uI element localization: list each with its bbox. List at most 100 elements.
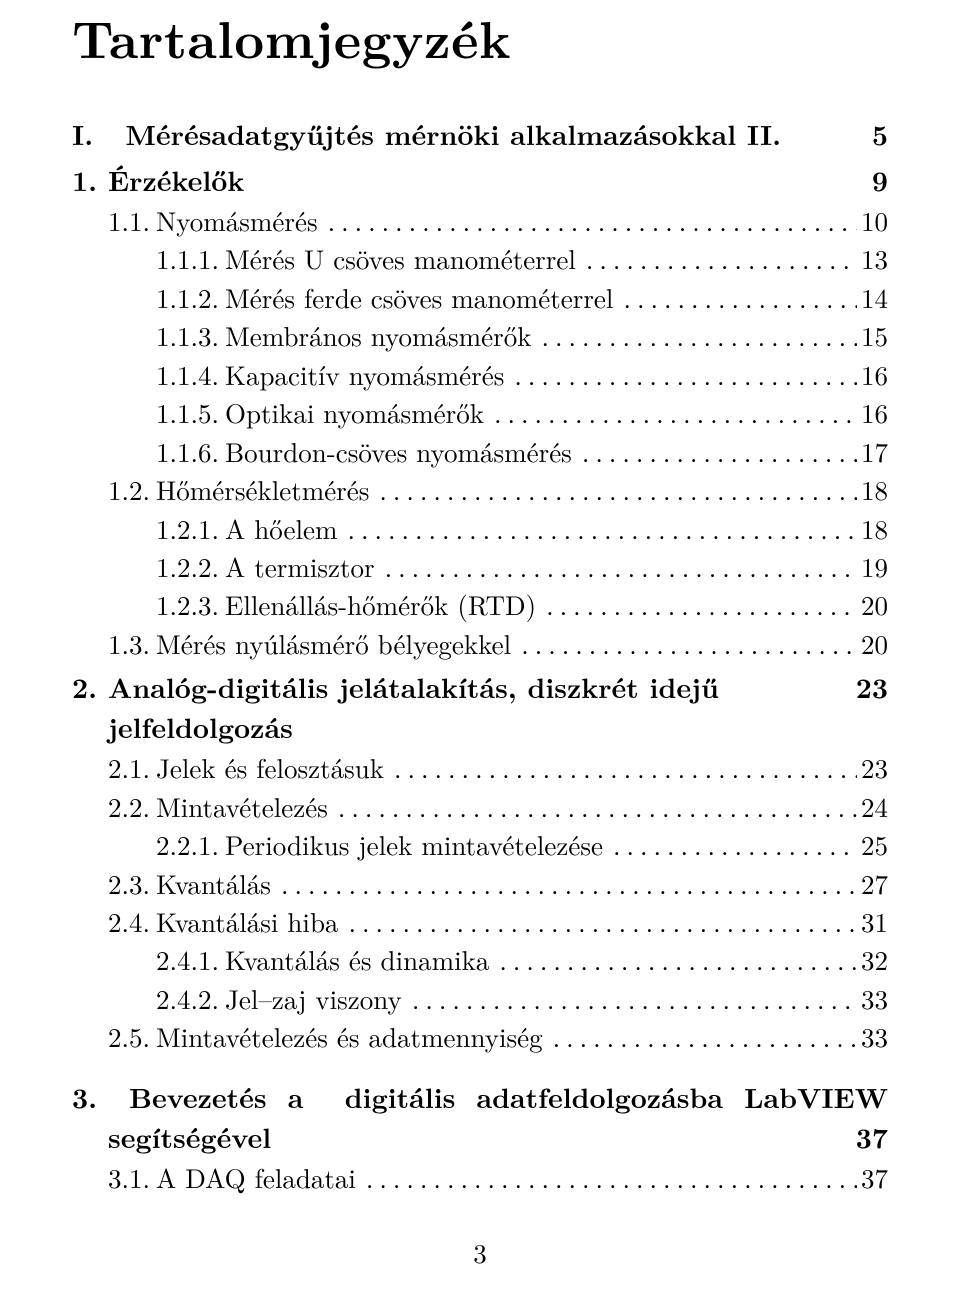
entry-number: 2.2.1. bbox=[156, 826, 219, 862]
chapter-title-line2: segítségével 37 bbox=[108, 1117, 888, 1157]
entry-title: A termisztor bbox=[225, 548, 375, 584]
toc-entry: 1.3.Mérés nyúlásmérő bélyegekkel........… bbox=[72, 625, 888, 661]
entry-title: Nyomásmérés bbox=[156, 202, 318, 238]
chapter-title: Analóg-digitális jelátalakítás, diszkrét… bbox=[108, 667, 800, 747]
chapter-title: Érzékelők bbox=[108, 160, 244, 200]
entry-page: 16 bbox=[857, 394, 888, 430]
entry-number: 2.4. bbox=[108, 903, 150, 939]
dot-leaders: ........................................… bbox=[402, 980, 857, 1016]
entry-page: 19 bbox=[857, 548, 888, 584]
entry-number: 1.1.5. bbox=[156, 394, 219, 430]
toc-entry: 1.1.6.Bourdon-csöves nyomásmérés........… bbox=[72, 433, 888, 469]
entry-page: 37 bbox=[857, 1159, 888, 1195]
chapter-page: 9 bbox=[844, 160, 888, 200]
entry-page: 10 bbox=[857, 202, 888, 238]
entry-number: 3.1. bbox=[108, 1159, 150, 1195]
chapter-number: 2. bbox=[72, 667, 108, 707]
entry-page: 23 bbox=[857, 749, 888, 785]
entry-title: Periodikus jelek mintavételezése bbox=[225, 826, 603, 862]
entry-title: Jel–zaj viszony bbox=[225, 980, 402, 1016]
entry-number: 2.4.1. bbox=[156, 941, 219, 977]
dot-leaders: ........................................… bbox=[543, 1018, 857, 1054]
entry-number: 2.5. bbox=[108, 1018, 150, 1054]
toc-entry: 1.1.Nyomásmérés.........................… bbox=[72, 202, 888, 238]
entry-page: 18 bbox=[857, 510, 888, 546]
dot-leaders: ........................................… bbox=[328, 788, 857, 824]
dot-leaders: ........................................… bbox=[576, 240, 857, 276]
part-title: Mérésadatgyűjtés mérnöki alkalmazásokkal… bbox=[125, 114, 781, 154]
entry-page: 20 bbox=[857, 586, 888, 622]
page: Tartalomjegyzék I. Mérésadatgyűjtés mérn… bbox=[0, 0, 960, 1311]
entry-number: 1.2.1. bbox=[156, 510, 219, 546]
dot-leaders: ........................................… bbox=[375, 548, 857, 584]
chapter-row: 3.BevezetésadigitálisadatfeldolgozásbaLa… bbox=[72, 1077, 888, 1157]
entry-page: 25 bbox=[857, 826, 888, 862]
entry-number: 1.2. bbox=[108, 471, 150, 507]
entry-number: 2.1. bbox=[108, 749, 150, 785]
dot-leaders: ........................................… bbox=[536, 586, 857, 622]
entry-number: 1.1. bbox=[108, 202, 150, 238]
toc-title: Tartalomjegyzék bbox=[72, 0, 888, 74]
part-row: I. Mérésadatgyűjtés mérnöki alkalmazások… bbox=[72, 114, 888, 154]
dot-leaders: ........................................… bbox=[603, 826, 857, 862]
dot-leaders: ........................................… bbox=[572, 433, 857, 469]
entry-number: 1.1.3. bbox=[156, 317, 219, 353]
entry-title: A hőelem bbox=[225, 510, 337, 546]
toc-entry: 1.1.1.Mérés U csöves manométerrel.......… bbox=[72, 240, 888, 276]
entry-title: Optikai nyomásmérők bbox=[225, 394, 484, 430]
toc-entry: 1.2.3.Ellenállás-hőmérők (RTD)..........… bbox=[72, 586, 888, 622]
toc-entry: 2.5.Mintavételezés és adatmennyiség.....… bbox=[72, 1018, 888, 1054]
dot-leaders: ........................................… bbox=[369, 471, 857, 507]
toc-entry: 2.2.Mintavételezés......................… bbox=[72, 788, 888, 824]
entry-page: 33 bbox=[857, 1018, 888, 1054]
dot-leaders: ........................................… bbox=[271, 865, 857, 901]
part-number: I. bbox=[72, 114, 93, 154]
chapter-title-line1: 3.BevezetésadigitálisadatfeldolgozásbaLa… bbox=[108, 1077, 888, 1117]
entry-title: Bourdon-csöves nyomásmérés bbox=[225, 433, 572, 469]
toc-entry: 3.1.A DAQ feladatai.....................… bbox=[72, 1159, 888, 1195]
entry-page: 20 bbox=[857, 625, 888, 661]
entry-number: 2.4.2. bbox=[156, 980, 219, 1016]
toc-entry: 1.2.2.A termisztor......................… bbox=[72, 548, 888, 584]
entry-page: 24 bbox=[857, 788, 888, 824]
entry-title: Mintavételezés bbox=[156, 788, 328, 824]
toc-entry: 2.2.1.Periodikus jelek mintavételezése..… bbox=[72, 826, 888, 862]
entry-page: 14 bbox=[857, 279, 888, 315]
entry-page: 32 bbox=[857, 941, 888, 977]
entry-number: 1.3. bbox=[108, 625, 150, 661]
toc-entry: 2.1.Jelek és felosztásuk................… bbox=[72, 749, 888, 785]
toc-entry: 1.1.2.Mérés ferde csöves manométerrel...… bbox=[72, 279, 888, 315]
entry-page: 33 bbox=[857, 980, 888, 1016]
entry-number: 1.1.2. bbox=[156, 279, 219, 315]
dot-leaders: ........................................… bbox=[384, 749, 857, 785]
entry-page: 18 bbox=[857, 471, 888, 507]
dot-leaders: ........................................… bbox=[318, 202, 857, 238]
entry-page: 16 bbox=[857, 356, 888, 392]
entry-title: Kvantálás bbox=[156, 865, 271, 901]
chapter-page: 37 bbox=[828, 1117, 888, 1157]
entry-title: Membrános nyomásmérők bbox=[225, 317, 531, 353]
entry-number: 1.1.6. bbox=[156, 433, 219, 469]
toc-entry: 1.1.5.Optikai nyomásmérők...............… bbox=[72, 394, 888, 430]
chapter-number: 1. bbox=[72, 160, 108, 200]
dot-leaders: ........................................… bbox=[511, 625, 857, 661]
entry-number: 1.1.4. bbox=[156, 356, 219, 392]
part-page: 5 bbox=[872, 114, 888, 154]
part-label: I. Mérésadatgyűjtés mérnöki alkalmazások… bbox=[72, 114, 781, 154]
entry-number: 1.2.3. bbox=[156, 586, 219, 622]
chapters-container: 1.Érzékelők91.1.Nyomásmérés.............… bbox=[72, 160, 888, 1195]
chapter-title-text: segítségével bbox=[108, 1117, 271, 1157]
dot-leaders: ........................................… bbox=[484, 394, 857, 430]
chapter-row: 1.Érzékelők 9 bbox=[72, 160, 888, 200]
toc-entry: 1.1.3.Membrános nyomásmérők.............… bbox=[72, 317, 888, 353]
toc-entry: 1.2.Hőmérsékletmérés....................… bbox=[72, 471, 888, 507]
entry-title: A DAQ feladatai bbox=[156, 1159, 356, 1195]
toc-entry: 2.3.Kvantálás...........................… bbox=[72, 865, 888, 901]
toc-entry: 1.1.4.Kapacitív nyomásmérés.............… bbox=[72, 356, 888, 392]
entry-page: 13 bbox=[857, 240, 888, 276]
dot-leaders: ........................................… bbox=[338, 903, 857, 939]
dot-leaders: ........................................… bbox=[504, 356, 857, 392]
dot-leaders: ........................................… bbox=[613, 279, 857, 315]
entry-title: Ellenállás-hőmérők (RTD) bbox=[225, 586, 536, 622]
entry-title: Kvantálás és dinamika bbox=[225, 941, 489, 977]
